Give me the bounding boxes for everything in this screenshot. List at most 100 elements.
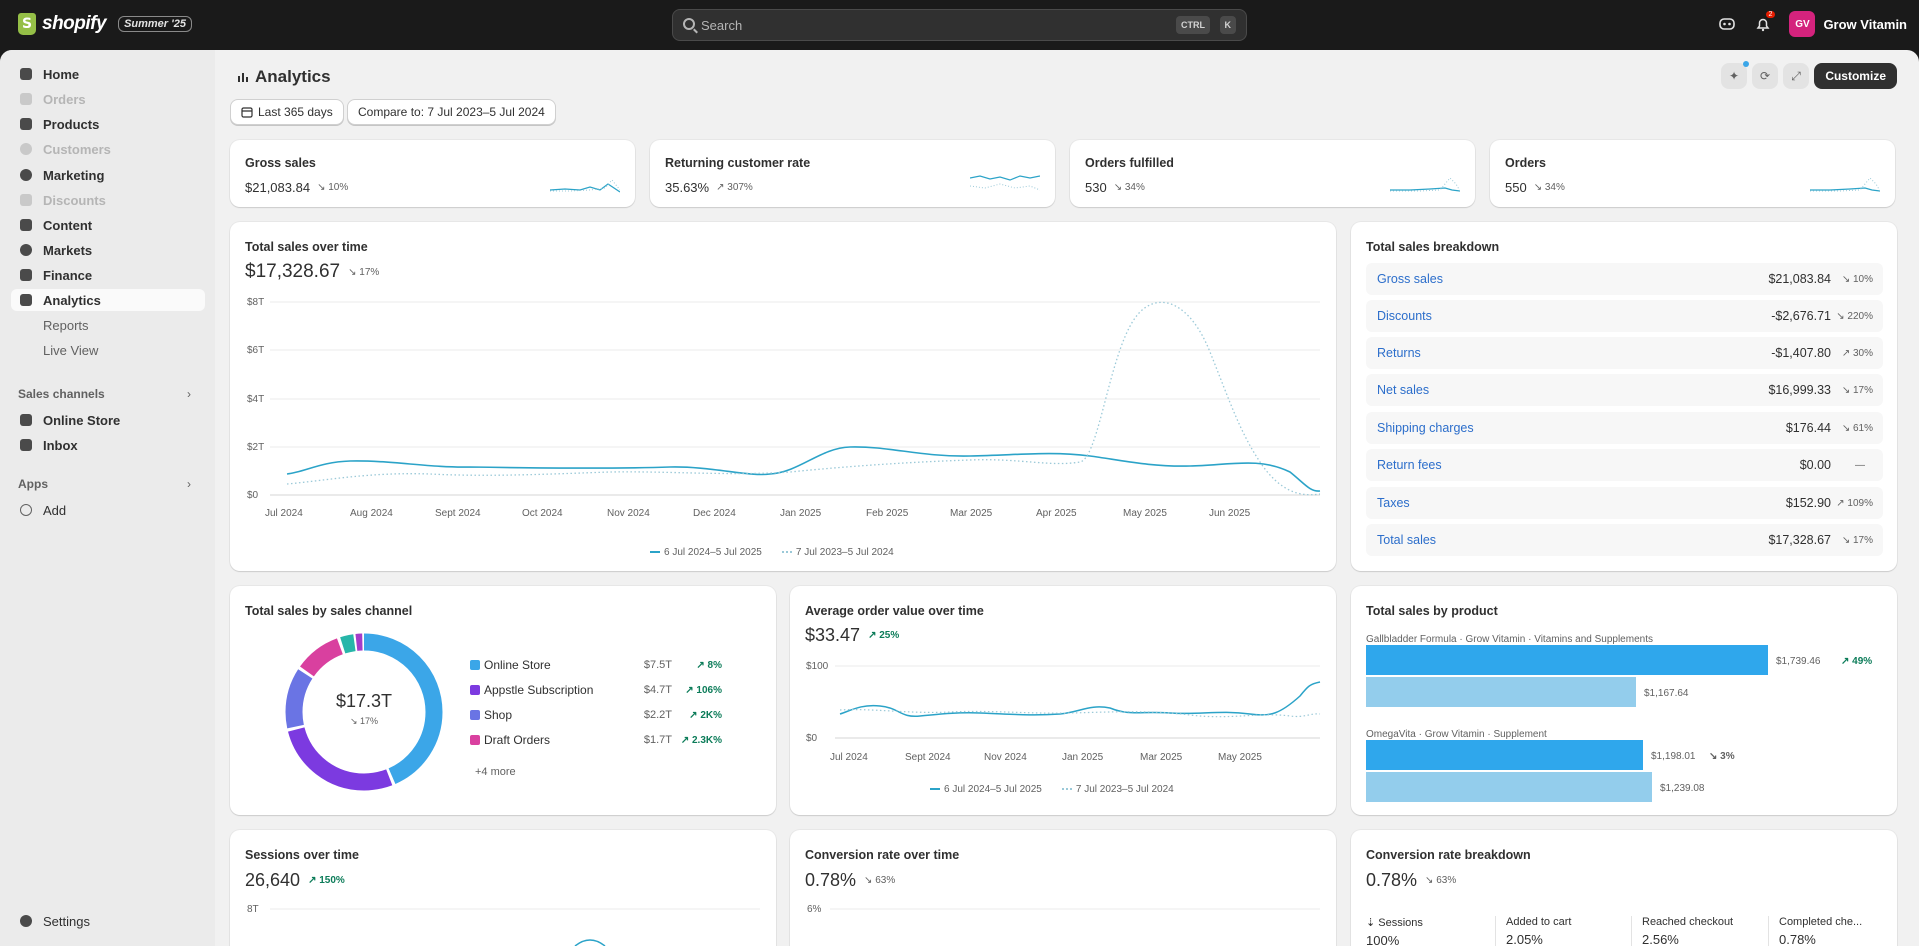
sidebar-item-finance[interactable]: Finance <box>11 264 205 286</box>
breakdown-row[interactable]: Shipping charges $176.44 ↘ 61% <box>1366 412 1883 444</box>
avatar[interactable]: GV <box>1789 11 1816 37</box>
funnel-value: 2.05% <box>1506 932 1543 946</box>
more-channels-link[interactable]: +4 more <box>475 766 516 778</box>
legend-current[interactable]: 6 Jul 2024–5 Jul 2025 <box>650 547 762 558</box>
sales-by-channel-card[interactable]: Total sales by sales channel $17.3T ↘ 17… <box>230 586 776 815</box>
date-range-button[interactable]: Last 365 days <box>230 99 344 125</box>
breakdown-delta: ↗ 109% <box>1836 497 1873 509</box>
compare-button[interactable]: Compare to: 7 Jul 2023–5 Jul 2024 <box>347 99 556 125</box>
current-series-line <box>574 939 606 946</box>
kpi-card-orders-fulfilled[interactable]: Orders fulfilled 530 ↘ 34% <box>1070 140 1475 207</box>
product-label[interactable]: Gallbladder Formula · Grow Vitamin · Vit… <box>1366 634 1653 645</box>
kpi-card-gross-sales[interactable]: Gross sales $21,083.84 ↘ 10% <box>230 140 635 207</box>
funnel-step[interactable]: Reached checkout 2.56% <box>1631 916 1766 946</box>
funnel-value: 2.56% <box>1642 932 1679 946</box>
breakdown-label[interactable]: Return fees <box>1377 458 1442 472</box>
breakdown-row[interactable]: Discounts -$2,676.71 ↘ 220% <box>1366 300 1883 332</box>
sidebar-item-home[interactable]: Home <box>11 63 205 85</box>
store-name[interactable]: Grow Vitamin <box>1823 16 1907 32</box>
sidebar-item-customers[interactable]: Customers <box>11 138 205 160</box>
chevron-right-icon[interactable]: › <box>187 477 191 491</box>
apps-label[interactable]: Apps <box>18 477 48 491</box>
sidebar-item-reports[interactable]: Reports <box>11 314 205 336</box>
bar-previous[interactable] <box>1366 677 1636 707</box>
sidebar-item-orders[interactable]: Orders <box>11 88 205 110</box>
sidekick-icon[interactable] <box>1717 14 1737 34</box>
channel-legend-row[interactable]: Shop $2.2T ↗ 2K% <box>470 708 732 722</box>
sessions-chart: 8T <box>247 904 760 946</box>
conversion-breakdown-card[interactable]: Conversion rate breakdown 0.78% ↘ 63% ⇣ S… <box>1351 830 1897 946</box>
sidebar-item-content[interactable]: Content <box>11 214 205 236</box>
sidebar-item-analytics[interactable]: Analytics <box>11 289 205 311</box>
product-label[interactable]: OmegaVita · Grow Vitamin · Supplement <box>1366 729 1547 740</box>
breakdown-label[interactable]: Net sales <box>1377 383 1430 397</box>
kpi-card-orders[interactable]: Orders 550 ↘ 34% <box>1490 140 1895 207</box>
breakdown-row[interactable]: Net sales $16,999.33 ↘ 17% <box>1366 374 1883 406</box>
edition-badge[interactable]: Summer '25 <box>118 16 192 32</box>
sidebar-item-live-view[interactable]: Live View <box>11 339 205 361</box>
legend-previous[interactable]: 7 Jul 2023–5 Jul 2024 <box>781 547 894 558</box>
bar-current[interactable] <box>1366 645 1768 675</box>
funnel-step[interactable]: ⇣ Sessions 100% <box>1354 916 1489 946</box>
breakdown-row[interactable]: Total sales $17,328.67 ↘ 17% <box>1366 524 1883 556</box>
sidebar-item-add-app[interactable]: Add <box>11 499 205 521</box>
breakdown-label[interactable]: Total sales <box>1377 533 1437 547</box>
funnel-step[interactable]: Added to cart 2.05% <box>1495 916 1630 946</box>
refresh-icon[interactable]: ⟳ <box>1752 63 1778 89</box>
breakdown-row[interactable]: Return fees $0.00 — <box>1366 449 1883 481</box>
bar-delta: ↘ 3% <box>1709 751 1735 762</box>
bar-current[interactable] <box>1366 740 1643 770</box>
breakdown-row[interactable]: Gross sales $21,083.84 ↘ 10% <box>1366 263 1883 295</box>
big-value: 26,640 <box>245 870 301 890</box>
legend-previous[interactable]: 7 Jul 2023–5 Jul 2024 <box>1061 784 1174 795</box>
channel-legend-row[interactable]: Appstle Subscription $4.7T ↗ 106% <box>470 683 732 697</box>
channel-legend-row[interactable]: Draft Orders $1.7T ↗ 2.3K% <box>470 733 732 747</box>
sidebar-item-markets[interactable]: Markets <box>11 239 205 261</box>
sales-by-product-card[interactable]: Total sales by product Gallbladder Formu… <box>1351 586 1897 815</box>
sidebar-item-label: Inbox <box>43 437 78 453</box>
sidebar-item-marketing[interactable]: Marketing <box>11 164 205 186</box>
conversion-rate-card[interactable]: Conversion rate over time 0.78% ↘ 63% 6% <box>790 830 1336 946</box>
funnel-label: Reached checkout <box>1642 916 1734 928</box>
search-input[interactable]: Search CTRL K <box>672 9 1247 41</box>
sidebar-item-products[interactable]: Products <box>11 113 205 135</box>
globe-icon <box>20 244 32 256</box>
sidebar-item-discounts[interactable]: Discounts <box>11 189 205 211</box>
breakdown-label[interactable]: Taxes <box>1377 496 1410 510</box>
breakdown-row[interactable]: Returns -$1,407.80 ↗ 30% <box>1366 337 1883 369</box>
customize-button[interactable]: Customize <box>1814 63 1897 89</box>
channel-delta: ↗ 106% <box>685 684 722 696</box>
kpi-title: Orders fulfilled <box>1085 156 1174 170</box>
expand-icon[interactable]: ⤢ <box>1783 63 1809 89</box>
sales-channels-label[interactable]: Sales channels <box>18 387 105 401</box>
sidebar-item-inbox[interactable]: Inbox <box>11 434 205 456</box>
breakdown-label[interactable]: Shipping charges <box>1377 421 1474 435</box>
sidebar: Home Orders Products Customers Marketing… <box>0 50 215 946</box>
breakdown-delta: ↘ 10% <box>1841 273 1873 285</box>
shopify-logo[interactable]: shopify Summer '25 <box>18 13 192 35</box>
bar-previous[interactable] <box>1366 772 1652 802</box>
total-sales-breakdown-card[interactable]: Total sales breakdown Gross sales $21,083… <box>1351 222 1897 571</box>
kpi-card-returning-customer-rate[interactable]: Returning customer rate 35.63% ↗ 307% <box>650 140 1055 207</box>
legend-current[interactable]: 6 Jul 2024–5 Jul 2025 <box>930 784 1042 795</box>
funnel-value: 100% <box>1366 933 1400 946</box>
channel-label: Online Store <box>484 658 551 672</box>
breakdown-label[interactable]: Discounts <box>1377 309 1432 323</box>
breakdown-label[interactable]: Returns <box>1377 346 1421 360</box>
bar-value: $1,239.08 <box>1660 783 1705 794</box>
card-title: Total sales by product <box>1366 604 1498 618</box>
chevron-right-icon[interactable]: › <box>187 387 191 401</box>
channel-legend-row[interactable]: Online Store $7.5T ↗ 8% <box>470 658 732 672</box>
sessions-card[interactable]: Sessions over time 26,640 ↗ 150% 8T <box>230 830 776 946</box>
breakdown-row[interactable]: Taxes $152.90 ↗ 109% <box>1366 487 1883 519</box>
funnel-step[interactable]: Completed che... 0.78% <box>1768 916 1888 946</box>
breakdown-label[interactable]: Gross sales <box>1377 272 1443 286</box>
sidebar-item-online-store[interactable]: Online Store <box>11 409 205 431</box>
ai-insights-icon[interactable]: ✦ <box>1721 61 1749 89</box>
card-title: Total sales over time <box>245 240 368 254</box>
bell-icon[interactable]: 2 <box>1753 11 1776 34</box>
sidebar-item-label: Marketing <box>43 167 105 183</box>
total-sales-over-time-card[interactable]: Total sales over time $17,328.67 ↘ 17% $8… <box>230 222 1336 571</box>
sidebar-item-settings[interactable]: Settings <box>11 910 205 932</box>
aov-card[interactable]: Average order value over time $33.47 ↗ 25… <box>790 586 1336 815</box>
